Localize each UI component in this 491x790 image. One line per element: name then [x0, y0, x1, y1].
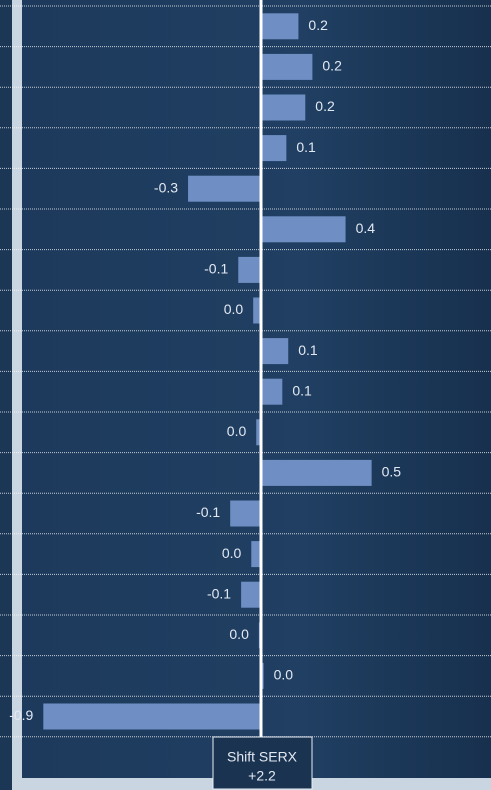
value-label: 0.5 — [382, 464, 402, 480]
bar — [261, 459, 372, 486]
value-label: 0.4 — [356, 220, 376, 236]
plot-background — [22, 0, 491, 778]
bar — [230, 500, 262, 527]
value-label: 0.1 — [296, 139, 316, 155]
bar — [261, 13, 299, 40]
value-label: 0.0 — [229, 626, 249, 642]
bar — [43, 703, 262, 730]
bar — [261, 378, 283, 405]
value-label: 0.1 — [292, 382, 312, 398]
value-label: 0.2 — [322, 58, 342, 74]
value-label: 0.1 — [298, 342, 318, 358]
bar — [261, 94, 306, 121]
bar — [256, 419, 262, 446]
bar — [241, 581, 262, 608]
value-label: -0.3 — [154, 179, 178, 195]
bar — [261, 53, 313, 80]
bar — [238, 256, 262, 283]
tooltip-title: Shift SERX — [227, 749, 298, 765]
value-label: 0.0 — [227, 423, 247, 439]
tooltip-value: +2.2 — [248, 768, 276, 784]
bar — [188, 175, 262, 202]
value-label: -0.1 — [196, 504, 220, 520]
value-label: 0.0 — [224, 301, 244, 317]
bar — [251, 541, 262, 568]
tooltip — [212, 736, 313, 790]
bar — [261, 216, 346, 243]
value-label: 0.0 — [222, 545, 242, 561]
bar — [253, 297, 262, 324]
value-label: -0.1 — [207, 585, 231, 601]
bar — [261, 135, 287, 162]
value-label: 0.2 — [308, 17, 328, 33]
value-label: -0.1 — [204, 261, 228, 277]
value-label: -0.9 — [9, 707, 33, 723]
bar — [261, 338, 289, 365]
value-label: 0.2 — [315, 98, 335, 114]
value-label: 0.0 — [274, 667, 294, 683]
side-panel — [0, 0, 12, 790]
